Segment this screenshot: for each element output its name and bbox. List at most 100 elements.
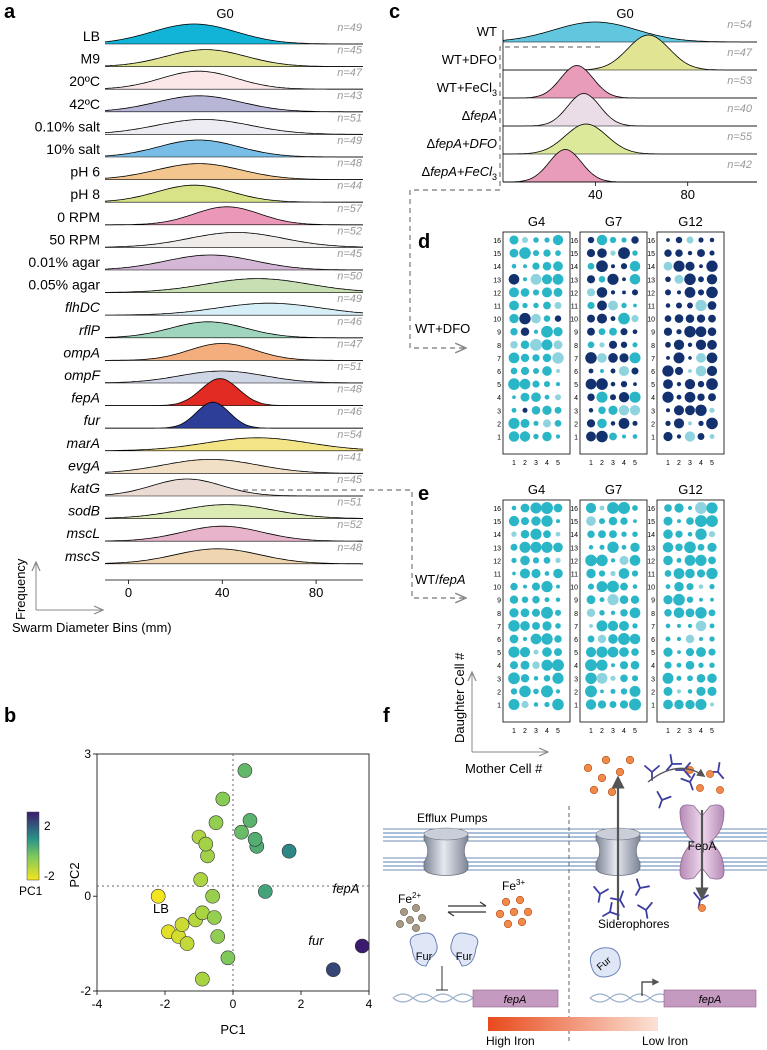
e-grid-dot — [673, 607, 685, 619]
e-grid-rowlabel: 8 — [574, 611, 578, 618]
e-grid-dot — [531, 582, 541, 591]
e-grid-dot — [685, 648, 695, 657]
ridge-n-5: n=49 — [337, 135, 362, 147]
e-grid-dot — [532, 621, 540, 630]
e-grid-dot — [599, 544, 605, 550]
e-grid-dot — [610, 570, 616, 577]
e-grid-dot — [629, 555, 641, 566]
ridge-label-11: 0.05% agar — [28, 277, 100, 293]
d-grid-dot — [709, 433, 715, 440]
fepa-gene-right — [663, 989, 757, 1008]
fur-monomer-icon: Fur — [589, 947, 621, 978]
panel-label-f: f — [383, 705, 390, 727]
d-grid-rowlabel: 12 — [493, 290, 501, 297]
d-grid-rowlabel: 9 — [497, 330, 501, 337]
ridge-fill-1 — [105, 49, 363, 67]
promoter-arrow-icon — [641, 978, 660, 996]
d-grid-dot — [520, 288, 530, 297]
d-grid-dot — [553, 261, 563, 272]
e-grid-dot — [508, 698, 520, 711]
d-grid-dot — [520, 366, 530, 376]
high-iron-label: High Iron — [486, 1034, 535, 1048]
d-grid-dot — [629, 405, 641, 416]
d-grid-rowlabel: 16 — [570, 238, 578, 245]
fe3-ion-free — [607, 787, 617, 797]
d-grid-dot — [608, 340, 618, 349]
e-grid-dot — [699, 637, 703, 641]
d-grid-dot — [508, 273, 520, 285]
ridge-fill-20 — [105, 479, 363, 496]
panel-b-xticklabel-4: 4 — [366, 997, 373, 1011]
e-grid-dot — [541, 541, 553, 553]
e-grid-rowlabel: 9 — [497, 598, 501, 605]
ridge-line-23 — [104, 548, 363, 565]
e-grid-dot — [685, 660, 695, 670]
d-grid-dot — [587, 327, 595, 336]
d-grid-dot — [510, 341, 518, 349]
e-grid-dot — [554, 635, 562, 643]
e-grid-dot — [698, 584, 704, 589]
fe3-ion-cluster-icon — [495, 895, 533, 929]
ridge-fill-10 — [105, 255, 363, 270]
d-grid-dot — [597, 418, 607, 429]
d-grid-dot — [587, 341, 595, 349]
d-grid-dot — [554, 315, 562, 322]
e-grid-collabel: 4 — [699, 728, 703, 735]
d-grid-dot — [520, 340, 530, 350]
e-grid-rowlabel: 8 — [651, 611, 655, 618]
e-grid-dot — [541, 580, 553, 593]
d-grid-dot — [532, 262, 540, 270]
d-grid-rowlabel: 7 — [574, 356, 578, 363]
e-grid-dot — [586, 516, 596, 526]
d-grid-dot — [508, 417, 520, 429]
pca-point-26 — [325, 962, 341, 978]
e-grid-rowlabel: 7 — [497, 624, 501, 631]
panel-label-e: e — [418, 483, 429, 505]
e-grid-dot — [554, 609, 562, 616]
d-grid-dot — [555, 382, 561, 387]
siderophore-icon — [644, 765, 660, 781]
e-grid-dot — [663, 555, 673, 566]
d-grid-rowlabel: 2 — [497, 421, 501, 428]
d-grid-dot — [632, 250, 638, 256]
d-grid-dot — [587, 393, 595, 401]
e-grid-dot — [665, 584, 671, 589]
d-grid-dot — [554, 301, 562, 310]
fe3-ion-free — [597, 773, 607, 783]
e-grid-frame-2 — [656, 499, 725, 723]
panel-c-ridgeline: G0 WT n=54 WT+DFO n=47 WT+FeCl3 n=53 ΔfepA n=40… — [409, 6, 757, 348]
ridge-line-21 — [105, 504, 363, 519]
e-grid-dot — [629, 607, 641, 619]
e-grid-dot — [664, 504, 672, 512]
e-grid-rowlabel: 12 — [647, 558, 655, 565]
ridge-label-16: fepA — [71, 390, 100, 406]
d-grid-dot — [618, 392, 630, 403]
e-grid-dot — [709, 623, 715, 629]
e-grid-rowlabel: 11 — [494, 572, 501, 579]
e-grid-rowlabel: 10 — [647, 585, 655, 592]
ridge-n-12: n=49 — [337, 293, 362, 305]
d-grid-rowlabel: 11 — [648, 304, 655, 311]
e-grid-dot — [596, 554, 608, 567]
d-grid-rowlabel: 15 — [647, 251, 655, 258]
e-grid-dot — [596, 581, 608, 593]
e-grid-dot — [686, 596, 694, 603]
pca-point-24 — [195, 971, 210, 987]
e-grid-rowlabel: 6 — [497, 637, 501, 644]
d-grid-dot — [511, 263, 517, 269]
d-grid-dot — [708, 393, 716, 402]
c-ridge-n-5: n=42 — [727, 159, 752, 171]
e-grid-dot — [531, 608, 541, 617]
panel-c-link-dashed — [409, 46, 600, 348]
d-grid-dot — [684, 391, 696, 403]
e-grid-dot — [664, 661, 672, 669]
ridge-fill-16 — [105, 378, 363, 406]
d-grid-collabel: 4 — [545, 460, 549, 467]
ridge-n-17: n=46 — [337, 406, 363, 418]
e-grid-dot — [596, 646, 608, 658]
d-grid-rowlabel: 7 — [651, 356, 655, 363]
e-grid-rowlabel: 6 — [651, 637, 655, 644]
ridge-n-20: n=45 — [337, 474, 363, 486]
e-grid-dot — [619, 661, 629, 670]
e-grid-dot — [522, 636, 528, 642]
